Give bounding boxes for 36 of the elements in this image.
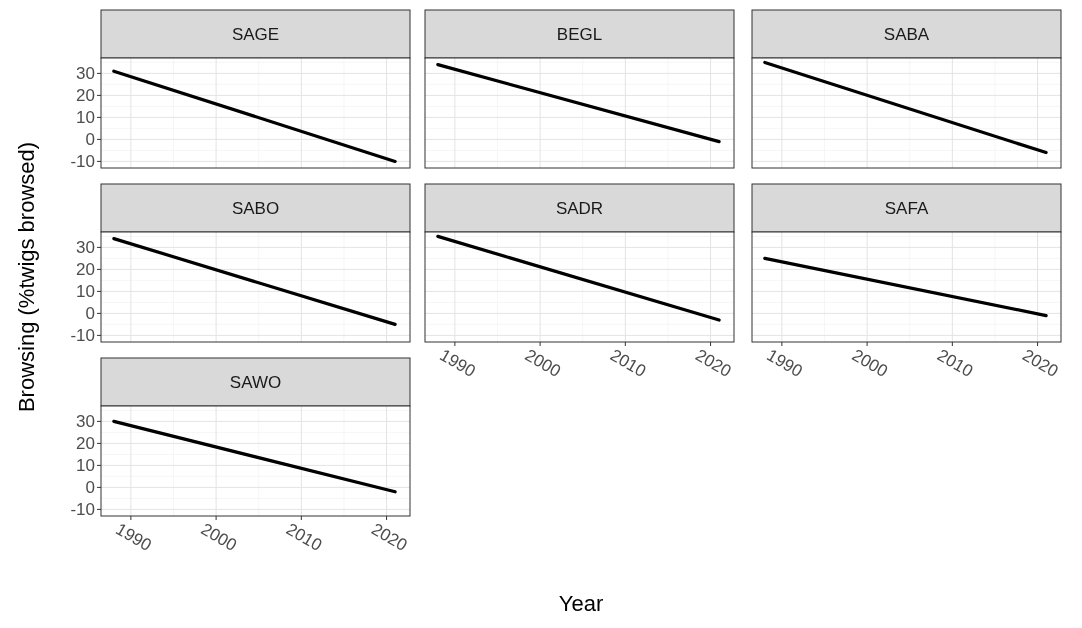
y-tick-label: 0 bbox=[85, 304, 95, 324]
y-tick-label: -10 bbox=[70, 152, 95, 172]
chart-title: SABA bbox=[883, 25, 930, 44]
y-axis-title: Browsing (%twigs browsed) bbox=[14, 141, 39, 413]
chart-title: SAGE bbox=[231, 25, 280, 44]
chart-title: SAWO bbox=[229, 373, 282, 392]
y-tick-label: 0 bbox=[85, 478, 95, 498]
x-tick-label: 2020 bbox=[368, 519, 411, 555]
y-tick-label: -10 bbox=[70, 326, 95, 346]
y-tick-label: 10 bbox=[76, 456, 95, 476]
x-tick-label: 1990 bbox=[763, 345, 806, 381]
x-tick-label: 2000 bbox=[848, 345, 891, 381]
x-tick-label: 1990 bbox=[436, 345, 479, 381]
y-tick-label: 30 bbox=[76, 64, 95, 84]
x-tick-label: 2020 bbox=[692, 345, 735, 381]
y-tick-label: 20 bbox=[76, 86, 95, 106]
y-tick-label: -10 bbox=[70, 500, 95, 520]
chart-title: SABO bbox=[231, 199, 280, 218]
x-tick-label: 2010 bbox=[606, 345, 650, 381]
chart-title: SAFA bbox=[884, 199, 929, 218]
x-tick-label: 2000 bbox=[521, 345, 564, 381]
x-axis-title: Year bbox=[558, 591, 604, 616]
x-tick-label: 2020 bbox=[1019, 345, 1062, 381]
chart-title: BEGL bbox=[556, 25, 603, 44]
y-tick-label: 20 bbox=[76, 260, 95, 280]
x-tick-label: 1990 bbox=[112, 519, 155, 555]
chart-title: SADR bbox=[555, 199, 604, 218]
y-tick-label: 30 bbox=[76, 412, 95, 432]
y-tick-label: 10 bbox=[76, 108, 95, 128]
x-tick-label: 2000 bbox=[197, 519, 240, 555]
y-tick-label: 10 bbox=[76, 282, 95, 302]
x-tick-label: 2010 bbox=[282, 519, 326, 555]
y-tick-label: 0 bbox=[85, 130, 95, 150]
y-tick-label: 30 bbox=[76, 238, 95, 258]
y-tick-label: 20 bbox=[76, 434, 95, 454]
x-tick-label: 2010 bbox=[933, 345, 977, 381]
